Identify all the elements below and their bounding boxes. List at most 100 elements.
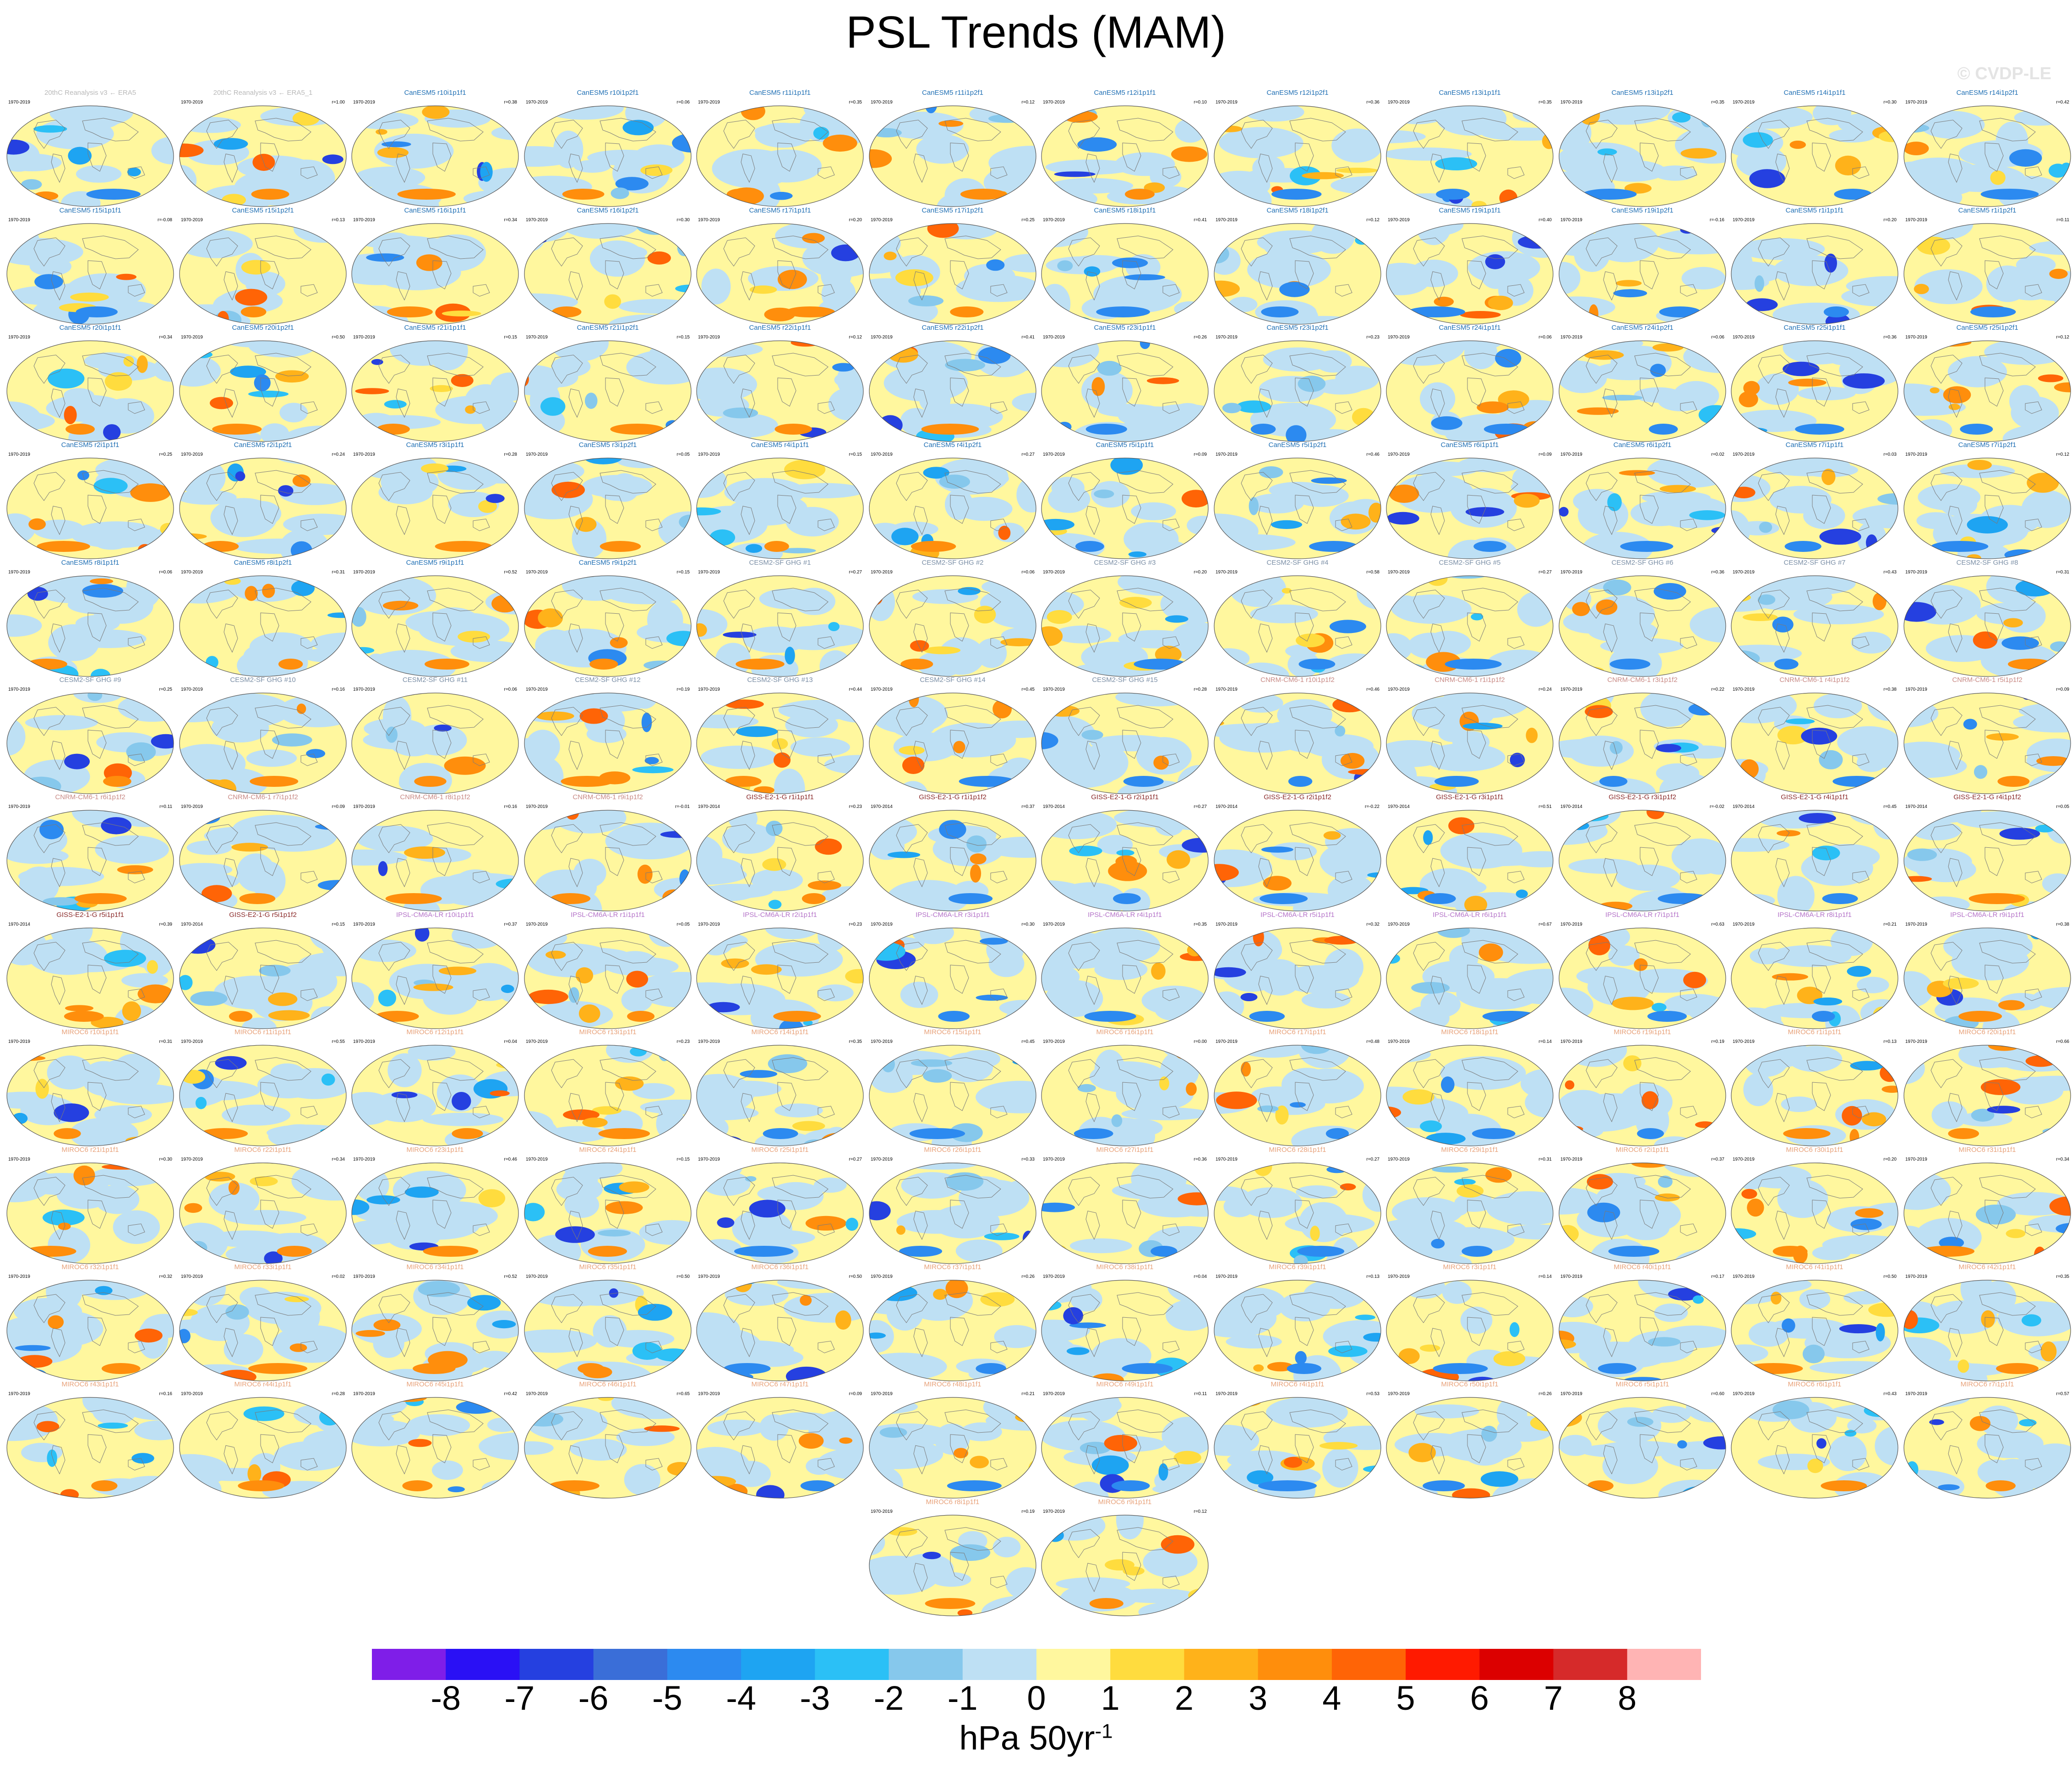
trend-map (696, 693, 864, 794)
panel-correlation: r=0.46 (504, 1157, 517, 1162)
panel-title: CESM2-SF GHG #13 (747, 676, 813, 684)
panel-title: MIROC6 r31i1p1f1 (1958, 1146, 2016, 1154)
panel-period: 1970-2019 (1043, 218, 1065, 223)
trend-map (1903, 1162, 2071, 1264)
panel-correlation: r=0.20 (1883, 218, 1897, 223)
panel-title: CanESM5 r12i1p2f1 (1266, 89, 1329, 97)
panel-period: 1970-2019 (1043, 100, 1065, 105)
panel-period: 1970-2019 (353, 1391, 375, 1396)
panel-title: MIROC6 r16i1p1f1 (1096, 1028, 1154, 1036)
panel-correlation: r=0.06 (1711, 335, 1724, 340)
map-panel: GISS-E2-1-G r1i1p1f1 1970-2014 r=0.23 (695, 793, 865, 912)
panel-title: CanESM5 r8i1p2f1 (234, 559, 292, 567)
panel-title: GISS-E2-1-G r4i1p1f1 (1781, 793, 1848, 801)
panel-period: 1970-2019 (1216, 335, 1238, 340)
panel-correlation: r=0.27 (1021, 452, 1035, 457)
trend-map (1041, 1280, 1209, 1381)
panel-period: 1970-2019 (1905, 218, 1927, 223)
panel-period: 1970-2019 (181, 570, 203, 575)
colorbar-tick-label: -7 (504, 1679, 535, 1717)
map-panel: CNRM-CM6-1 r10i1p1f2 1970-2019 r=0.46 (1213, 676, 1382, 795)
map-panel: CESM2-SF GHG #10 1970-2019 r=0.16 (178, 676, 348, 795)
map-panel: CanESM5 r7i1p1f1 1970-2019 r=0.03 (1730, 441, 1899, 560)
panel-period: 1970-2019 (353, 1274, 375, 1279)
panel-period: 1970-2019 (353, 1039, 375, 1044)
panel-title: MIROC6 r28i1p1f1 (1269, 1146, 1326, 1154)
trend-map (1041, 927, 1209, 1029)
trend-map (1214, 458, 1381, 559)
panel-period: 1970-2019 (8, 452, 30, 457)
map-panel: MIROC6 r2i1p1f1 1970-2019 r=0.37 (1558, 1146, 1727, 1265)
map-panel: CanESM5 r22i1p1f1 1970-2019 r=0.12 (695, 324, 865, 443)
map-panel: MIROC6 r3i1p1f1 1970-2019 r=0.14 (1385, 1263, 1554, 1382)
panel-correlation: r=0.34 (504, 218, 517, 223)
panel-period: 1970-2019 (1216, 452, 1238, 457)
trend-map (1386, 810, 1554, 911)
panel-period: 1970-2014 (1388, 804, 1410, 809)
panel-correlation: r=0.06 (1538, 335, 1552, 340)
panel-period: 1970-2019 (353, 804, 375, 809)
panel-period: 1970-2014 (1905, 804, 1927, 809)
panel-correlation: r=0.31 (1538, 1157, 1552, 1162)
panel-period: 1970-2019 (1043, 1039, 1065, 1044)
trend-map (1559, 927, 1726, 1029)
panel-correlation: r=0.11 (1194, 1391, 1207, 1396)
panel-title: CESM2-SF GHG #4 (1266, 559, 1329, 567)
trend-map (696, 340, 864, 442)
panel-period: 1970-2019 (698, 218, 720, 223)
map-panel: CESM2-SF GHG #6 1970-2019 r=0.36 (1558, 559, 1727, 678)
trend-map (869, 340, 1036, 442)
panel-title: CanESM5 r2i1p1f1 (61, 441, 120, 449)
panel-title: CNRM-CM6-1 r5i1p1f2 (1952, 676, 2023, 684)
map-panel: CanESM5 r18i1p1f1 1970-2019 r=0.41 (1040, 207, 1210, 326)
panel-title: MIROC6 r25i1p1f1 (751, 1146, 809, 1154)
panel-correlation: r=0.28 (1194, 687, 1207, 692)
panel-title: CanESM5 r5i1p1f1 (1096, 441, 1154, 449)
panel-title: MIROC6 r30i1p1f1 (1786, 1146, 1843, 1154)
panel-title: MIROC6 r35i1p1f1 (579, 1263, 637, 1271)
panel-period: 1970-2019 (181, 452, 203, 457)
map-panel: MIROC6 r44i1p1f1 1970-2019 r=0.28 (178, 1380, 348, 1500)
trend-map (1559, 458, 1726, 559)
panel-title: CESM2-SF GHG #5 (1439, 559, 1501, 567)
map-panel: CanESM5 r8i1p2f1 1970-2019 r=0.31 (178, 559, 348, 678)
panel-title: MIROC6 r48i1p1f1 (924, 1380, 981, 1388)
panel-period: 1970-2019 (1388, 218, 1410, 223)
panel-correlation: r=0.35 (1711, 100, 1724, 105)
trend-map (1041, 693, 1209, 794)
map-panel: CESM2-SF GHG #1 1970-2019 r=0.27 (695, 559, 865, 678)
panel-correlation: r=0.03 (1883, 452, 1897, 457)
trend-map (1903, 575, 2071, 677)
panel-title: MIROC6 r4i1p1f1 (1270, 1380, 1325, 1388)
panel-title: CESM2-SF GHG #1 (749, 559, 811, 567)
panel-title: CanESM5 r16i1p1f1 (404, 207, 466, 214)
trend-map (869, 223, 1036, 325)
panel-period: 1970-2019 (1733, 1274, 1755, 1279)
panel-correlation: r=0.38 (2056, 922, 2069, 927)
panel-title: CESM2-SF GHG #3 (1094, 559, 1156, 567)
panel-correlation: r=0.46 (1366, 452, 1380, 457)
trend-map (869, 810, 1036, 911)
panel-correlation: r=0.15 (849, 452, 862, 457)
trend-map (869, 693, 1036, 794)
panel-title: MIROC6 r8i1p1f1 (926, 1498, 980, 1506)
panel-correlation: r=0.57 (2056, 1391, 2069, 1396)
map-panel: CNRM-CM6-1 r1i1p1f2 1970-2019 r=0.24 (1385, 676, 1554, 795)
map-panel: CESM2-SF GHG #7 1970-2019 r=0.43 (1730, 559, 1899, 678)
panel-period: 1970-2014 (1216, 804, 1238, 809)
trend-map (351, 1045, 519, 1146)
panel-correlation: r=0.48 (1366, 1039, 1380, 1044)
map-panel: CanESM5 r13i1p1f1 1970-2019 r=0.35 (1385, 89, 1554, 208)
panel-period: 1970-2019 (1560, 218, 1582, 223)
panel-correlation: r=0.37 (1711, 1157, 1724, 1162)
panel-title: CanESM5 r20i1p1f1 (59, 324, 121, 332)
colorbar-swatch (1479, 1649, 1554, 1680)
map-panel: MIROC6 r9i1p1f1 1970-2019 r=0.12 (1040, 1498, 1210, 1617)
panel-correlation: r=0.13 (332, 218, 345, 223)
panel-period: 1970-2019 (1043, 335, 1065, 340)
panel-correlation: r=0.15 (676, 570, 690, 575)
trend-map (351, 693, 519, 794)
trend-map (524, 340, 692, 442)
panel-period: 1970-2019 (871, 687, 893, 692)
panel-correlation: r=0.52 (504, 1274, 517, 1279)
